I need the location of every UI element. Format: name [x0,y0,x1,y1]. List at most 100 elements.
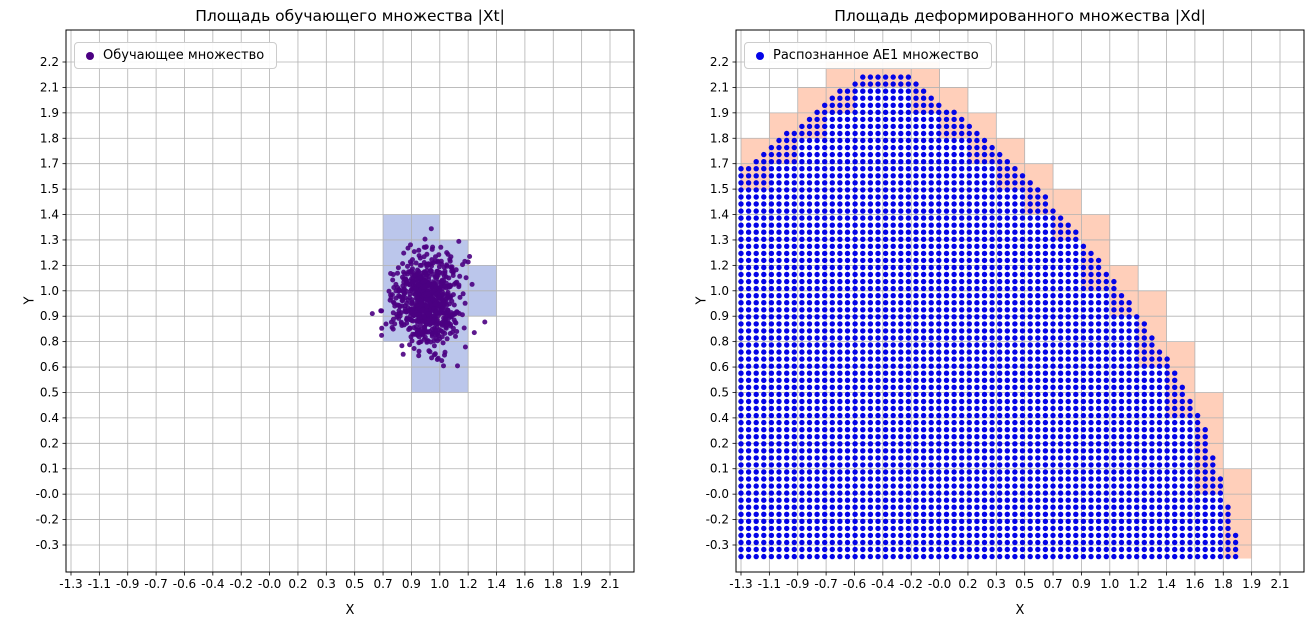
x-tick-label: -0.6 [173,577,196,591]
x-tick-label: 1.0 [430,577,449,591]
y-tick-label: -0.2 [706,513,729,527]
x-tick-label: -1.1 [758,577,781,591]
x-tick-label: 0.2 [958,577,977,591]
y-tick-label: 0.8 [710,335,729,349]
y-tick-label: 1.8 [40,131,59,145]
x-tick-label: -0.0 [258,577,281,591]
training-region-cell [411,214,440,240]
legend-label: Распознанное АЕ1 множество [773,48,979,63]
y-tick-label: 2.2 [40,55,59,69]
scatter-points-layer [369,226,488,369]
grid-layer [736,30,1304,572]
legend-label: Обучающее множество [103,48,265,63]
right-plot-title: Площадь деформированного множества |Xd| [834,7,1206,25]
y-tick-label: 0.9 [710,309,729,323]
x-tick-label: -0.9 [786,577,809,591]
x-tick-label: -0.7 [814,577,837,591]
boundary-cell [939,87,968,113]
y-tick-label: 1.5 [710,182,729,196]
x-tick-label: 0.2 [288,577,307,591]
y-tick-label: 0.6 [710,360,729,374]
y-tick-label: 0.1 [710,462,729,476]
x-tick-label: 0.3 [317,577,336,591]
x-tick-label: -0.4 [201,577,224,591]
training-region-cell [468,265,497,291]
right-x-axis-label: X [1015,603,1025,618]
x-tick-label: -0.9 [116,577,139,591]
x-tick-label: 1.2 [1129,577,1148,591]
x-tick-label: -1.1 [88,577,111,591]
y-tick-label: -0.0 [706,487,729,501]
y-tick-label: 1.7 [40,157,59,171]
y-tick-label: 2.1 [40,80,59,94]
boundary-cell [967,112,997,139]
scatter-marker-icon [86,51,94,60]
boundary-cell [797,87,827,113]
scatter-marker-icon [756,51,764,60]
x-tick-label: 1.9 [572,577,591,591]
x-tick-label: 1.6 [515,577,534,591]
y-tick-label: 1.0 [40,284,59,298]
training-region-cell [468,290,497,317]
training-region-cell [411,367,440,393]
axes-spine [735,29,1305,573]
y-tick-label: 0.8 [40,335,59,349]
grid-layer [66,30,634,572]
boundary-cell [1194,392,1224,418]
right-plot: -1.3 -1.1 -0.9 -0.7 -0.6 -0.4 -0.2 -0.0 0.2 0.3 0.… [706,29,1305,591]
right-plot-legend: Распознанное АЕ1 множество [744,42,992,69]
x-tick-label: 0.3 [987,577,1006,591]
y-tick-label: -0.2 [36,513,59,527]
axes-spine [65,29,635,573]
x-tick-label: -0.2 [229,577,252,591]
tick-labels-layer: -1.3 -1.1 -0.9 -0.7 -0.6 -0.4 -0.2 -0.0 0.2 0.3 0.… [36,55,620,591]
y-tick-label: 0.2 [710,436,729,450]
y-tick-label: 1.9 [40,106,59,120]
y-tick-label: 1.2 [40,258,59,272]
y-tick-label: 0.2 [40,436,59,450]
x-tick-label: -1.3 [729,577,752,591]
x-tick-label: 1.9 [1242,577,1261,591]
tick-labels-layer: -1.3 -1.1 -0.9 -0.7 -0.6 -0.4 -0.2 -0.0 0.2 0.3 0.… [706,55,1290,591]
y-tick-label: 0.4 [710,411,729,425]
boundary-cell [1053,189,1082,215]
y-tick-label: 1.7 [710,157,729,171]
y-tick-label: 0.9 [40,309,59,323]
training-region-cell [383,214,412,240]
x-tick-label: 0.5 [1015,577,1034,591]
x-tick-label: 1.2 [459,577,478,591]
x-tick-label: 1.0 [1100,577,1119,591]
y-tick-label: 2.2 [710,55,729,69]
x-tick-label: 0.5 [345,577,364,591]
training-region-cell [383,239,412,266]
left-plot-legend: Обучающее множество [74,42,278,69]
y-tick-label: -0.3 [36,538,59,552]
x-tick-label: -1.3 [59,577,82,591]
x-tick-label: 2.1 [1270,577,1289,591]
x-tick-label: -0.0 [928,577,951,591]
x-tick-label: -0.7 [144,577,167,591]
y-tick-label: 1.9 [710,106,729,120]
x-tick-label: 1.8 [1214,577,1233,591]
x-tick-label: -0.2 [899,577,922,591]
y-tick-label: 1.3 [40,233,59,247]
y-tick-label: -0.3 [706,538,729,552]
y-tick-label: 1.4 [710,208,729,222]
x-tick-label: 0.7 [1044,577,1063,591]
y-tick-label: 1.0 [710,284,729,298]
y-tick-label: 0.5 [40,385,59,399]
y-tick-label: 1.2 [710,258,729,272]
boundary-cell [1138,290,1167,317]
y-tick-label: 1.4 [40,208,59,222]
y-tick-label: 2.1 [710,80,729,94]
x-tick-label: 2.1 [600,577,619,591]
left-plot-title: Площадь обучающего множества |Xt| [195,7,505,25]
y-tick-label: 0.6 [40,360,59,374]
right-y-axis-label: Y [694,296,710,305]
boundary-cell [1166,341,1195,368]
x-tick-label: 1.8 [544,577,563,591]
y-tick-label: 0.5 [710,385,729,399]
training-region-cell [439,367,469,393]
